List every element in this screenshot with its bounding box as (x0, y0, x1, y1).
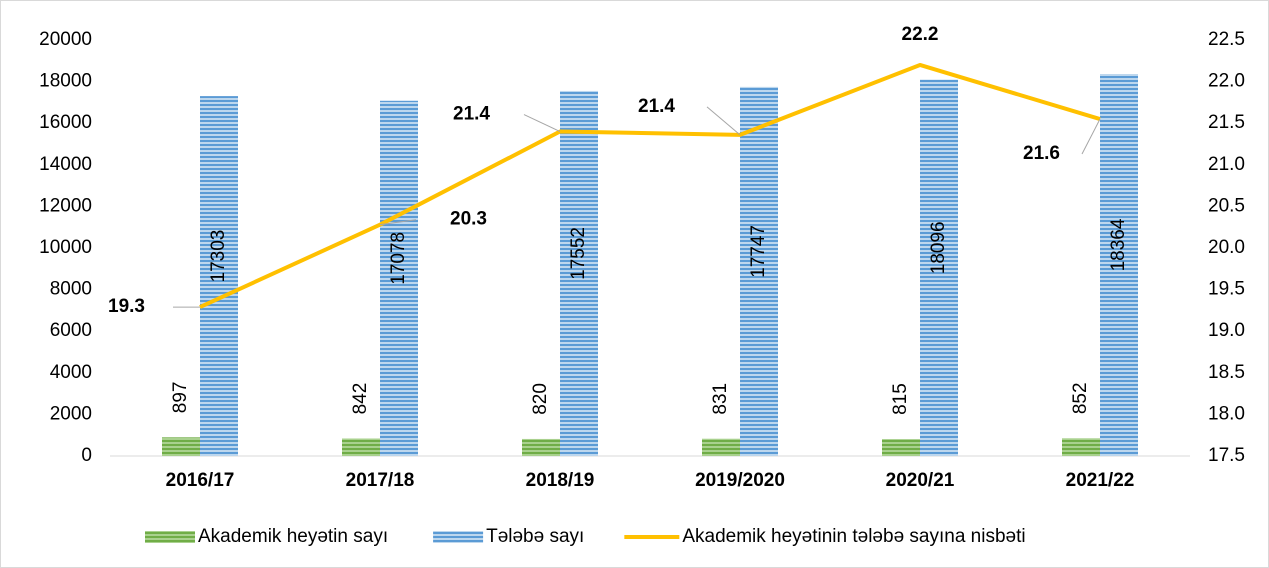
y-tick-label: 0 (81, 445, 92, 466)
y-tick-label: 4000 (50, 362, 92, 383)
bar (522, 438, 560, 456)
y2-tick-label: 18.5 (1208, 362, 1245, 383)
bar-label: 18096 (928, 221, 949, 274)
line-label: 21.4 (638, 96, 675, 117)
y-tick-label: 10000 (39, 237, 92, 258)
bar-label: 897 (170, 381, 191, 413)
y2-tick-label: 21.0 (1208, 154, 1245, 175)
y-tick-label: 6000 (50, 320, 92, 341)
leader-line (523, 114, 561, 132)
bar (920, 79, 958, 456)
x-tick-label: 2016/17 (166, 470, 235, 491)
y-tick-label: 8000 (50, 279, 92, 300)
x-tick-label: 2018/19 (526, 470, 595, 491)
x-tick-label: 2021/22 (1066, 470, 1135, 491)
y2-tick-label: 20.5 (1208, 195, 1245, 216)
leader-line (379, 219, 417, 226)
legend-swatch (433, 531, 484, 543)
legend-label: Akademik heyətinin tələbə sayına nisbəti (682, 526, 1025, 547)
y2-tick-label: 19.0 (1208, 320, 1245, 341)
bar-label: 17747 (748, 225, 769, 278)
bar-label: 17303 (208, 230, 229, 283)
y2-tick-label: 20.0 (1208, 237, 1245, 258)
y-tick-label: 2000 (50, 403, 92, 424)
y2-tick-label: 22.5 (1208, 29, 1245, 50)
x-tick-label: 2020/21 (886, 470, 955, 491)
leader-line (1081, 118, 1101, 155)
legend-swatch (145, 531, 195, 543)
y2-tick-label: 19.5 (1208, 279, 1245, 300)
y2-tick-label: 17.5 (1208, 445, 1245, 466)
bar (1100, 74, 1138, 456)
line-label: 20.3 (450, 209, 487, 230)
y-tick-label: 16000 (39, 112, 92, 133)
leader-line (706, 106, 741, 136)
bar (162, 437, 200, 456)
y2-tick-label: 22.0 (1208, 71, 1245, 92)
bar-label: 820 (530, 383, 551, 415)
bar-label: 815 (890, 383, 911, 415)
bar-label: 17078 (388, 232, 409, 285)
legend-label: Akademik heyətin sayı (198, 526, 388, 547)
line (199, 62, 1101, 309)
y-tick-label: 14000 (39, 154, 92, 175)
bar (560, 90, 598, 457)
bar-label: 17552 (568, 227, 589, 280)
y-tick-label: 12000 (39, 195, 92, 216)
bar-label: 852 (1070, 382, 1091, 414)
bar (702, 438, 740, 456)
bar (882, 439, 920, 456)
line-label: 19.3 (108, 296, 145, 317)
bar (1062, 438, 1100, 456)
bar (380, 100, 418, 457)
bar (342, 438, 380, 456)
bar-label: 842 (350, 383, 371, 415)
y2-tick-label: 18.0 (1208, 403, 1245, 424)
bar-label: 18364 (1108, 218, 1129, 271)
line-label: 21.6 (1023, 143, 1060, 164)
y-tick-label: 18000 (39, 71, 92, 92)
bar (740, 86, 778, 456)
x-tick-label: 2017/18 (346, 470, 415, 491)
y2-tick-label: 21.5 (1208, 112, 1245, 133)
line-label: 22.2 (902, 24, 939, 45)
bar (200, 96, 238, 457)
legend-label: Tələbə sayı (486, 526, 584, 547)
y-tick-label: 20000 (39, 29, 92, 50)
x-tick-label: 2019/2020 (695, 470, 785, 491)
bar-label: 831 (710, 383, 731, 415)
line-label: 21.4 (453, 104, 490, 125)
